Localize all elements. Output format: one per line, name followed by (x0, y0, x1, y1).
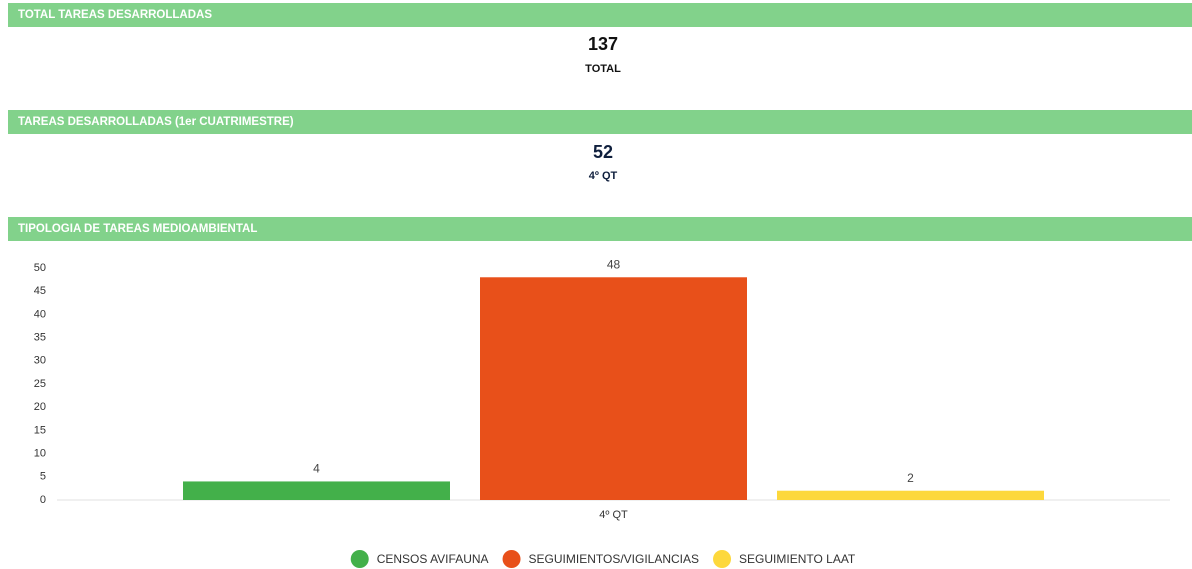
y-tick-label: 50 (34, 262, 46, 274)
section-header (8, 3, 1192, 27)
value-label: 4 (313, 462, 320, 476)
legend-label: SEGUIMIENTOS/VIGILANCIAS (529, 552, 699, 566)
kpi-value: 137 (588, 34, 618, 54)
value-label: 48 (607, 257, 621, 271)
y-tick-label: 35 (34, 332, 46, 344)
y-tick-label: 10 (34, 448, 46, 460)
legend-swatch (350, 550, 369, 568)
legend-label: CENSOS AVIFAUNA (377, 552, 489, 566)
section-header (8, 217, 1192, 241)
y-tick-label: 15 (34, 424, 46, 436)
y-tick-label: 0 (40, 494, 46, 506)
value-label: 2 (907, 471, 914, 485)
y-tick-label: 45 (34, 285, 46, 297)
legend-label: SEGUIMIENTO LAAT (739, 552, 856, 566)
bar (183, 481, 450, 500)
legend-swatch (502, 550, 521, 568)
section-title: TAREAS DESARROLLADAS (1er CUATRIMESTRE) (18, 116, 294, 128)
bar (480, 277, 747, 500)
bar (777, 490, 1044, 500)
legend-swatch (713, 550, 732, 568)
y-tick-label: 20 (34, 401, 46, 413)
y-tick-label: 25 (34, 378, 46, 390)
section-title: TIPOLOGIA DE TAREAS MEDIOAMBIENTAL (18, 223, 257, 235)
y-tick-label: 30 (34, 355, 46, 367)
kpi-value: 52 (593, 142, 613, 162)
x-tick-label: 4º QT (599, 509, 628, 521)
y-tick-label: 40 (34, 308, 46, 320)
section-title: TOTAL TAREAS DESARROLLADAS (18, 9, 212, 21)
section-header (8, 110, 1192, 134)
y-tick-label: 5 (40, 471, 46, 483)
kpi-label: 4º QT (589, 170, 618, 182)
kpi-label: TOTAL (585, 63, 621, 75)
